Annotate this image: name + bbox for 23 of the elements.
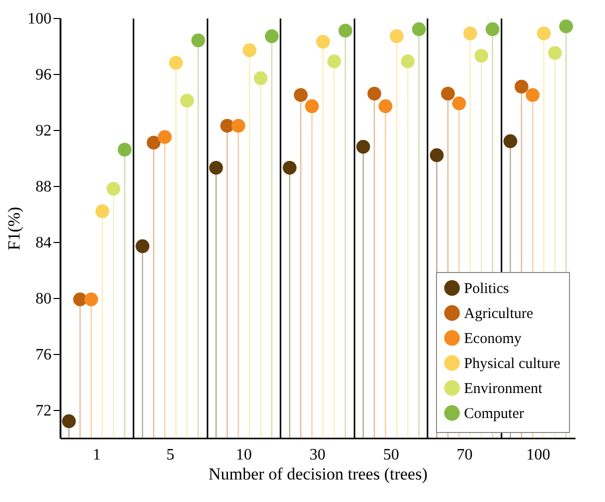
legend-label: Politics xyxy=(464,281,510,297)
y-tick-label: 84 xyxy=(36,234,52,252)
legend-label: Computer xyxy=(464,406,524,422)
x-tick-label: 30 xyxy=(310,446,326,464)
x-tick-label: 1 xyxy=(92,446,101,464)
legend-label: Physical culture xyxy=(464,356,561,372)
x-tick-label: 100 xyxy=(526,446,550,464)
legend-label: Environment xyxy=(464,381,544,397)
x-tick-label: 5 xyxy=(166,446,174,464)
x-tick-label: 10 xyxy=(236,446,252,464)
legend-label: Agriculture xyxy=(464,306,534,322)
y-tick-label: 80 xyxy=(36,290,52,308)
x-axis-title: Number of decision trees (trees) xyxy=(208,464,428,484)
y-axis-title: F1(%) xyxy=(4,206,24,250)
y-tick-label: 76 xyxy=(36,346,52,364)
legend-label: Economy xyxy=(464,331,522,347)
y-tick-label: 92 xyxy=(36,122,52,140)
y-tick-label: 96 xyxy=(36,66,52,84)
y-tick-label: 72 xyxy=(36,402,52,420)
x-tick-label: 50 xyxy=(383,446,400,464)
y-tick-label: 100 xyxy=(28,10,52,28)
y-tick-label: 88 xyxy=(36,178,52,196)
x-tick-label: 70 xyxy=(456,446,473,464)
